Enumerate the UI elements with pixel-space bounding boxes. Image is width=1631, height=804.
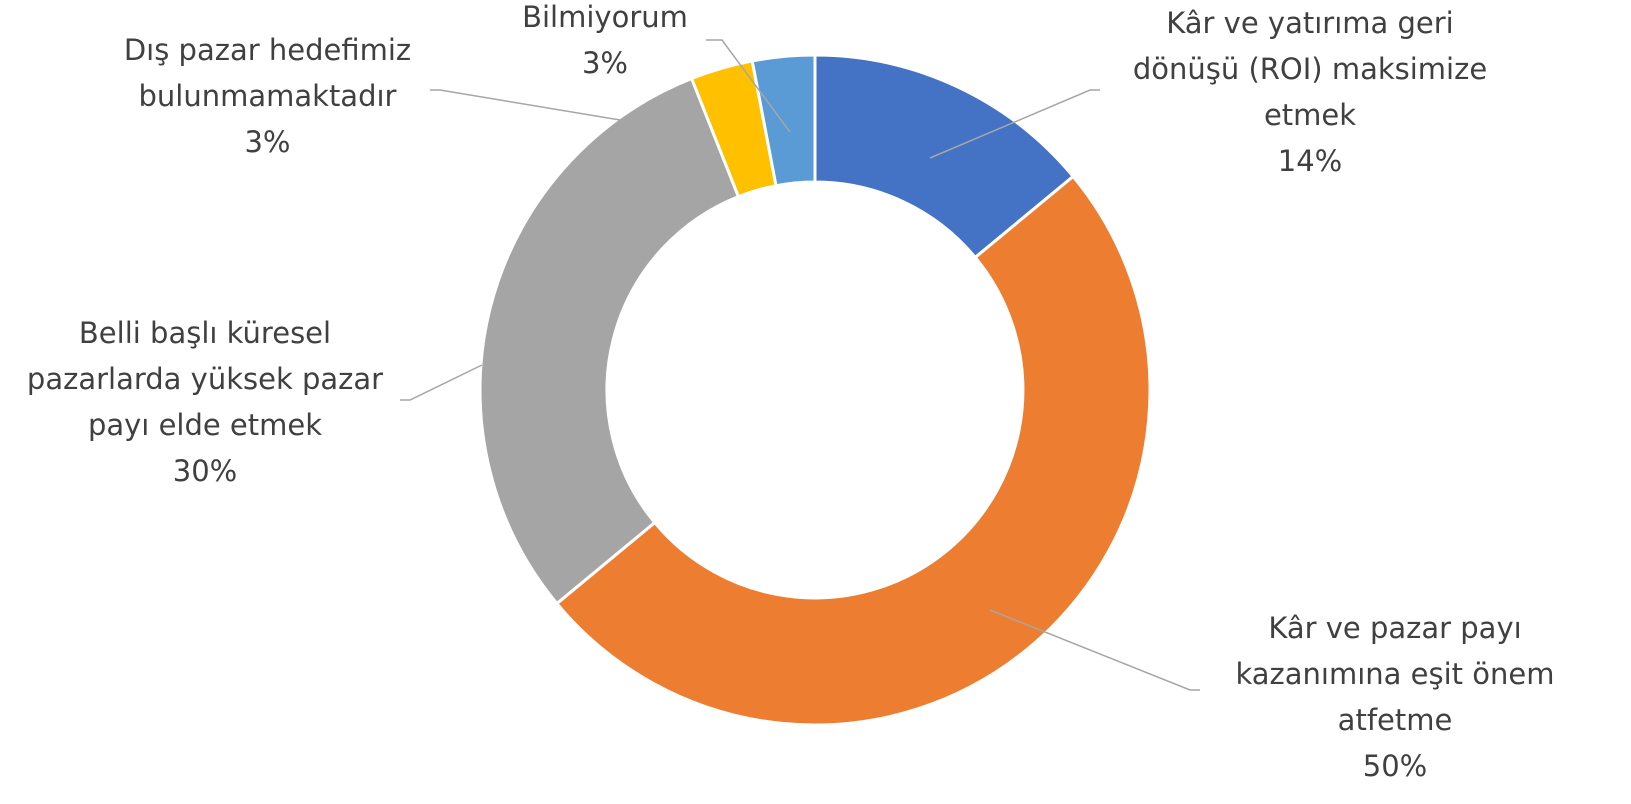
category-label: Belli başlı küresel pazarlarda yüksek pa… <box>26 316 384 442</box>
donut-slice <box>750 53 817 188</box>
data-label: Kâr ve pazar payı kazanımına eşit önem a… <box>1205 605 1585 789</box>
data-label: Belli başlı küresel pazarlarda yüksek pa… <box>5 310 405 494</box>
category-label: Bilmiyorum <box>522 0 688 34</box>
donut-slice <box>478 76 741 606</box>
leader-line <box>430 89 633 123</box>
data-label: Bilmiyorum 3% <box>495 0 715 86</box>
leader-line <box>400 364 483 401</box>
value-label: 14% <box>1277 144 1343 178</box>
value-label: 3% <box>244 125 291 159</box>
value-label: 50% <box>1362 749 1428 783</box>
category-label: Kâr ve pazar payı kazanımına eşit önem a… <box>1235 611 1555 737</box>
slices <box>478 53 1152 726</box>
donut-slice <box>554 174 1152 726</box>
category-label: Kâr ve yatırıma geri dönüşü (ROI) maksim… <box>1132 6 1488 132</box>
data-label: Kâr ve yatırıma geri dönüşü (ROI) maksim… <box>1120 0 1500 184</box>
leader-line <box>706 39 791 133</box>
data-label: Dış pazar hedefimiz bulunmamaktadır 3% <box>95 27 440 165</box>
leader-line <box>929 89 1100 159</box>
value-label: 3% <box>581 46 628 80</box>
category-label: Dış pazar hedefimiz bulunmamaktadır <box>123 33 412 113</box>
value-label: 30% <box>172 454 238 488</box>
leader-line <box>989 609 1200 691</box>
